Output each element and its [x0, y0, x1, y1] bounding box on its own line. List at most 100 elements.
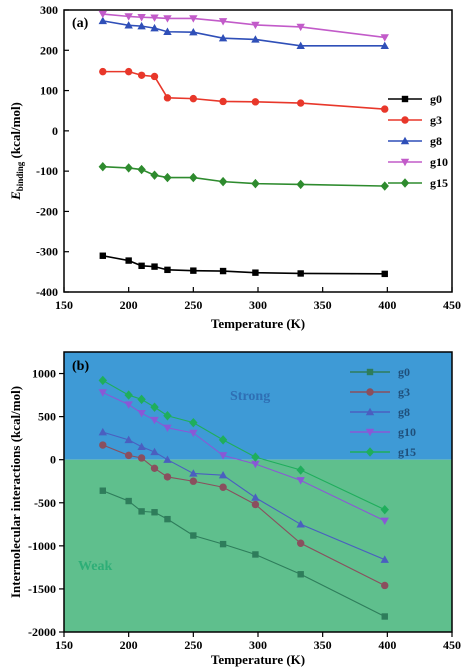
series-line-g8	[102, 431, 385, 561]
legend-marker-g0	[401, 95, 409, 103]
data-point-g15	[150, 402, 159, 412]
data-point-g15	[137, 394, 146, 405]
data-point-g15	[98, 162, 107, 172]
data-point-g3	[296, 99, 305, 107]
y-tick-label: -400	[36, 285, 58, 299]
series-line-g15	[102, 379, 385, 511]
data-point-g0	[99, 487, 106, 494]
data-point-g15	[380, 504, 389, 515]
x-tick-label: 300	[249, 298, 267, 312]
legend-marker-g10	[365, 428, 375, 437]
y-tick-label: -200	[36, 204, 58, 218]
data-point-g10	[124, 401, 133, 409]
data-point-g3	[189, 477, 198, 485]
data-point-g15	[137, 164, 146, 175]
data-point-g0	[190, 532, 197, 539]
legend-label-g15: g15	[398, 445, 416, 459]
weak-region	[64, 459, 452, 632]
x-tick-label: 450	[443, 638, 461, 652]
chart-panel-a: 150 200 250 300 350 400 450 -400 -300 -200 -100 0 1…	[8, 3, 461, 331]
data-point-g10	[137, 409, 146, 418]
x-tick-labels-b: 150 200 250 300 350 400 450	[55, 638, 461, 652]
x-tick-label: 350	[314, 638, 332, 652]
x-tick-label: 400	[378, 298, 396, 312]
data-point-g0	[151, 509, 158, 516]
data-point-g0	[297, 571, 304, 578]
data-point-g8	[124, 435, 133, 444]
data-point-g15	[150, 170, 159, 180]
x-tick-label: 350	[314, 298, 332, 312]
data-point-g8	[189, 27, 198, 36]
data-point-g0	[164, 266, 171, 274]
panel-label-b: (b)	[72, 359, 89, 374]
data-point-g15	[163, 172, 172, 183]
data-point-g3	[124, 67, 133, 76]
series-line-g3	[102, 444, 385, 586]
data-point-g3	[296, 539, 305, 547]
legend-marker-g8	[400, 136, 410, 145]
y-tick-label: 0	[52, 124, 58, 138]
legend-marker-g3	[366, 388, 374, 396]
data-point-g0	[151, 263, 158, 270]
legend-marker-g0	[366, 368, 374, 376]
y-axis-title-a-unit: (kcal/mol)	[8, 102, 23, 162]
legend-label-g10: g10	[430, 155, 448, 169]
data-point-g15	[218, 176, 228, 187]
data-point-g15	[124, 163, 133, 173]
legend-marker-g8	[365, 407, 375, 416]
y-axis-title-a-subscript: binding	[15, 161, 25, 191]
data-point-g10	[150, 416, 159, 425]
strong-region-label: Strong	[230, 389, 270, 404]
series-group-b	[98, 375, 389, 620]
data-point-g3	[189, 94, 198, 103]
y-tick-label: -2000	[28, 625, 56, 639]
data-point-g8	[150, 447, 159, 456]
y-tick-label: -500	[34, 496, 56, 510]
data-point-g10	[189, 15, 198, 23]
data-point-g10	[163, 15, 172, 23]
legend-label-g10: g10	[398, 425, 416, 439]
data-point-g3	[99, 441, 107, 449]
data-point-g0	[125, 497, 132, 505]
data-point-g8	[163, 27, 172, 35]
x-tick-label: 250	[184, 638, 202, 652]
data-point-g0	[138, 262, 145, 270]
data-point-g3	[163, 473, 172, 481]
data-point-g10	[98, 389, 107, 397]
legend-label-g0: g0	[398, 365, 410, 379]
series-line-g10	[102, 391, 385, 522]
y-tick-label: 200	[40, 43, 58, 57]
y-tick-label: 100	[40, 84, 58, 98]
data-point-g0	[219, 267, 227, 275]
data-point-g3	[99, 67, 107, 76]
data-point-g15	[189, 172, 198, 183]
y-axis-title-a-symbol: E	[8, 191, 23, 201]
series-line-g3	[102, 70, 385, 110]
data-point-g15	[296, 179, 305, 190]
x-axis-title-b: Temperature (K)	[211, 652, 305, 667]
data-point-g8	[296, 520, 305, 528]
data-point-g15	[163, 411, 172, 421]
x-tick-label: 400	[378, 638, 396, 652]
x-tick-label: 200	[120, 638, 138, 652]
data-point-g10	[380, 517, 389, 526]
data-point-g15	[380, 181, 389, 191]
data-point-g15	[189, 417, 198, 428]
y-axis-title-b: Intermolecular interactions (kcal/mol)	[8, 386, 23, 598]
chart-panel-b: 150 200 250 300 350 400 450 -2000 -1500 -1000 -50…	[8, 351, 461, 667]
x-tick-label: 450	[443, 298, 461, 312]
data-point-g3	[251, 98, 260, 106]
legend-marker-g15	[365, 447, 375, 457]
data-point-g3	[219, 97, 227, 106]
data-point-g10	[124, 13, 133, 21]
x-tick-label: 200	[120, 298, 138, 312]
data-point-g10	[296, 477, 305, 485]
legend-b: g0 g3 g8 g10 g15	[350, 365, 416, 459]
data-point-g15	[98, 375, 107, 386]
data-point-g15	[218, 435, 228, 445]
data-point-g10	[251, 21, 260, 30]
data-point-g0	[164, 515, 171, 523]
data-point-g8	[380, 41, 389, 50]
data-point-g3	[150, 464, 159, 473]
data-point-g0	[381, 613, 388, 620]
